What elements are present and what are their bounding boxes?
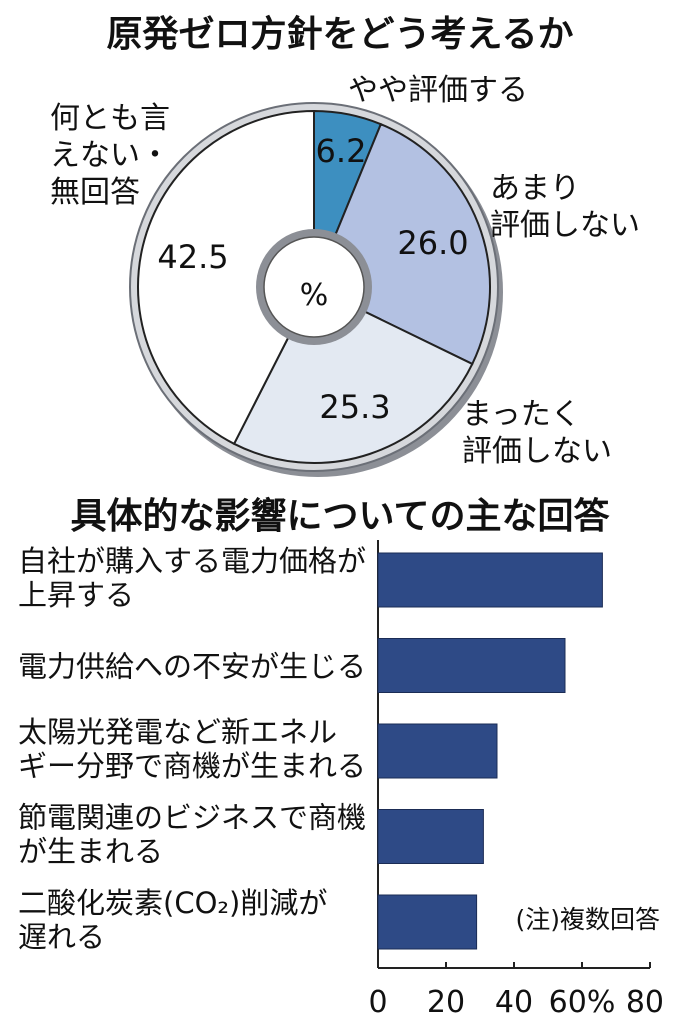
pie-slice-label: えない・ bbox=[50, 138, 170, 173]
bar bbox=[377, 638, 566, 693]
pie-unit-label: % bbox=[300, 278, 329, 313]
pie-value-label: 42.5 bbox=[157, 238, 228, 276]
pie-hole bbox=[263, 236, 365, 338]
bar-category-label: が生まれる bbox=[18, 835, 163, 869]
bar-category-label: 上昇する bbox=[18, 578, 134, 612]
pie-value-label: 25.3 bbox=[319, 388, 390, 426]
bar-chart-note: (注)複数回答 bbox=[515, 905, 660, 934]
pie-slice-label: やや評価する bbox=[348, 73, 528, 108]
pie-slice-label: 無回答 bbox=[50, 175, 140, 210]
bar bbox=[377, 894, 478, 950]
bar-category-label: 太陽光発電など新エネル bbox=[18, 715, 337, 749]
pie-slice-4 bbox=[137, 109, 315, 446]
pie-slice-label: あまり bbox=[490, 171, 580, 206]
pie-value-label: 26.0 bbox=[397, 224, 468, 262]
bar-category-label: 自社が購入する電力価格が bbox=[18, 544, 366, 578]
bar-chart: 自社が購入する電力価格が上昇する電力供給への不安が生じる太陽光発電など新エネルギ… bbox=[18, 540, 664, 1020]
bar-category-label: 二酸化炭素(CO₂)削減が bbox=[18, 886, 327, 920]
pie-slice-label: 評価しない bbox=[490, 208, 640, 243]
pie-value-label: 6.2 bbox=[316, 132, 367, 170]
x-tick-label: 60% bbox=[549, 985, 616, 1020]
pie-slice-label: 評価しない bbox=[462, 434, 612, 469]
bar-chart-title: 具体的な影響についての主な回答 bbox=[71, 495, 611, 537]
bar bbox=[377, 552, 603, 608]
x-tick-label: 20 bbox=[427, 985, 465, 1020]
bar-category-label: 節電関連のビジネスで商機 bbox=[18, 801, 366, 835]
bar-category-label: 遅れる bbox=[18, 920, 105, 954]
pie-slice-label: 何とも言 bbox=[50, 101, 170, 136]
bar bbox=[377, 723, 498, 779]
pie-chart-title: 原発ゼロ方針をどう考えるか bbox=[107, 14, 574, 55]
x-tick-label: 0 bbox=[368, 985, 387, 1020]
bar-category-label: ギー分野で商機が生まれる bbox=[18, 749, 366, 783]
x-tick-label: 80 bbox=[626, 985, 664, 1020]
bar-category-label: 電力供給への不安が生じる bbox=[18, 650, 366, 684]
x-tick-label: 40 bbox=[495, 985, 533, 1020]
pie-slice-label: まったく bbox=[462, 397, 581, 432]
bar bbox=[377, 809, 484, 864]
